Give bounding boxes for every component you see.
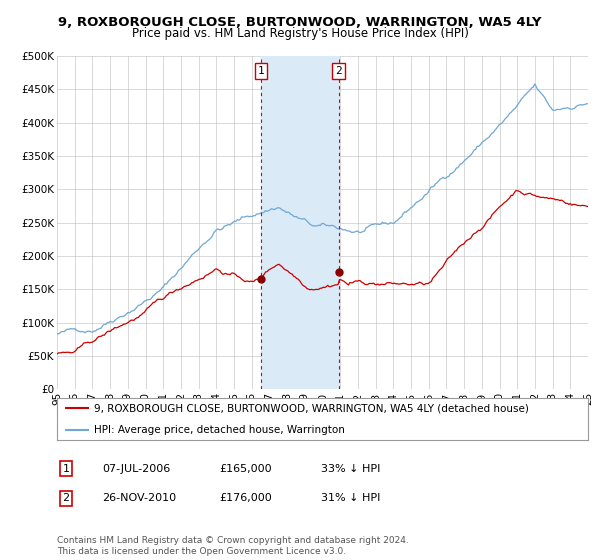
Text: HPI: Average price, detached house, Warrington: HPI: Average price, detached house, Warr… (94, 426, 345, 435)
Text: Price paid vs. HM Land Registry's House Price Index (HPI): Price paid vs. HM Land Registry's House … (131, 27, 469, 40)
Text: 2: 2 (62, 493, 70, 503)
Text: £176,000: £176,000 (219, 493, 272, 503)
Text: 1: 1 (257, 66, 264, 76)
Bar (261, 56, 338, 389)
Text: 31% ↓ HPI: 31% ↓ HPI (321, 493, 380, 503)
Text: 26-NOV-2010: 26-NOV-2010 (102, 493, 176, 503)
Text: 9, ROXBOROUGH CLOSE, BURTONWOOD, WARRINGTON, WA5 4LY: 9, ROXBOROUGH CLOSE, BURTONWOOD, WARRING… (58, 16, 542, 29)
Text: Contains HM Land Registry data © Crown copyright and database right 2024.
This d: Contains HM Land Registry data © Crown c… (57, 536, 409, 556)
Text: 2: 2 (335, 66, 342, 76)
Text: 33% ↓ HPI: 33% ↓ HPI (321, 464, 380, 474)
Text: 07-JUL-2006: 07-JUL-2006 (102, 464, 170, 474)
Text: £165,000: £165,000 (219, 464, 272, 474)
Text: 9, ROXBOROUGH CLOSE, BURTONWOOD, WARRINGTON, WA5 4LY (detached house): 9, ROXBOROUGH CLOSE, BURTONWOOD, WARRING… (94, 403, 529, 413)
Text: 1: 1 (62, 464, 70, 474)
